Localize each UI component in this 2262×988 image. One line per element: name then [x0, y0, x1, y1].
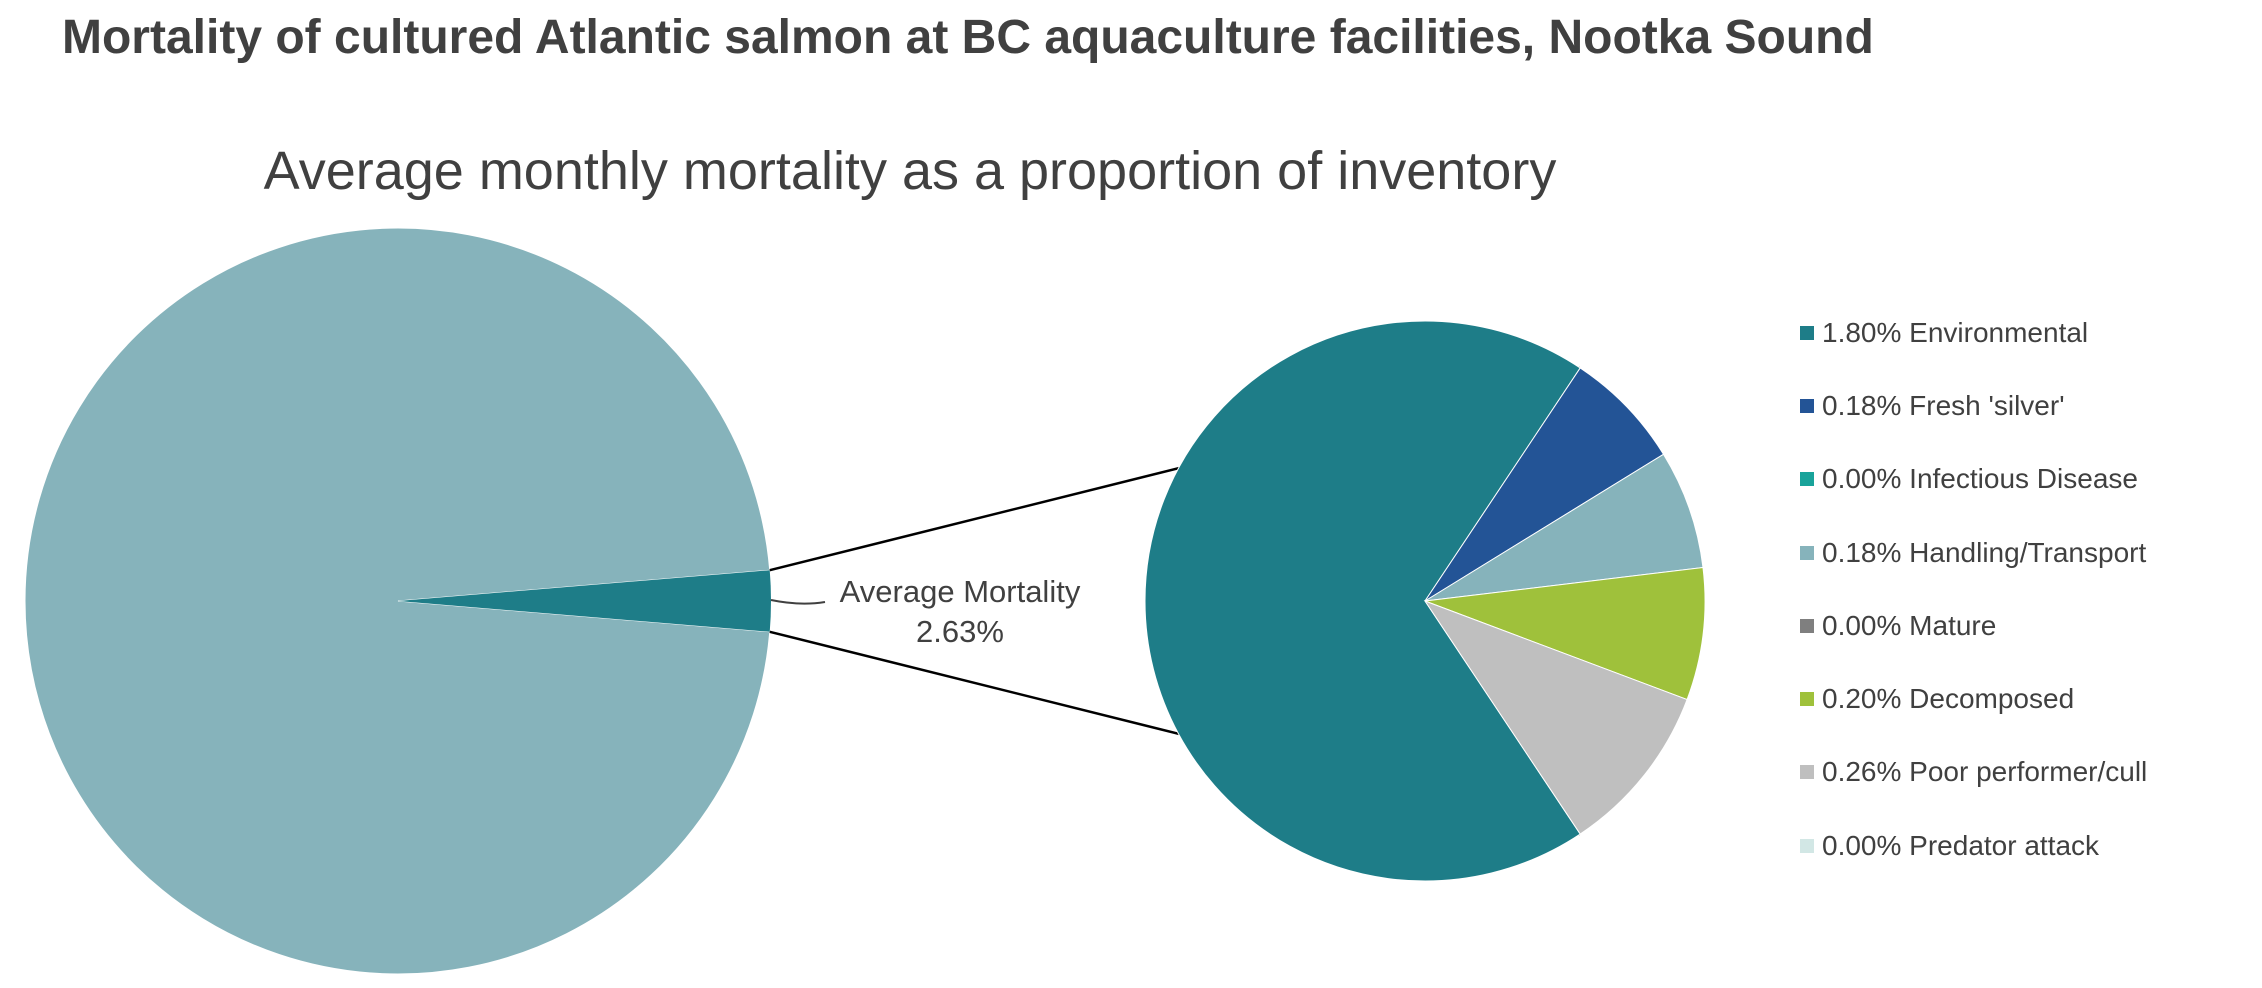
legend-label: 0.00% Mature — [1822, 609, 1997, 641]
legend-label: 0.20% Decomposed — [1822, 683, 2075, 715]
legend-swatch — [1800, 692, 1814, 707]
legend-swatch — [1800, 545, 1814, 560]
legend-label: 0.18% Handling/Transport — [1822, 536, 2147, 568]
page-title: Mortality of cultured Atlantic salmon at… — [62, 11, 1874, 64]
legend-swatch — [1800, 618, 1814, 633]
legend-swatch — [1800, 838, 1814, 853]
chart-legend: 1.80% Environmental 0.18% Fresh 'silver' 0… — [1800, 296, 2240, 882]
legend-item-environmental: 1.80% Environmental — [1800, 296, 2240, 369]
legend-swatch — [1800, 325, 1814, 340]
legend-label: 0.00% Infectious Disease — [1822, 463, 2138, 495]
legend-item-fresh-silver: 0.18% Fresh 'silver' — [1800, 369, 2240, 442]
primary-pie-slice-average-mortality — [398, 570, 771, 632]
primary-pie — [24, 227, 771, 975]
callout-leader-line — [770, 599, 826, 605]
legend-item-predator-attack: 0.00% Predator attack — [1800, 809, 2240, 882]
secondary-pie-slice-handling-transport — [1424, 453, 1704, 602]
legend-swatch — [1800, 398, 1814, 413]
legend-label: 1.80% Environmental — [1822, 316, 2089, 348]
legend-item-infectious-disease: 0.00% Infectious Disease — [1800, 443, 2240, 516]
secondary-pie-slice-poor-performer-cull — [1423, 599, 1688, 835]
legend-item-handling-transport: 0.18% Handling/Transport — [1800, 516, 2240, 589]
legend-item-mature: 0.00% Mature — [1800, 589, 2240, 662]
callout-line-2: 2.63% — [916, 614, 1004, 649]
primary-pie-slice-remaining — [24, 227, 771, 975]
legend-label: 0.00% Predator attack — [1822, 829, 2100, 861]
legend-swatch — [1800, 472, 1814, 487]
average-mortality-label: Average Mortality 2.63% — [810, 572, 1110, 652]
legend-label: 0.18% Fresh 'silver' — [1822, 389, 2065, 421]
legend-item-poor-performer-cull: 0.26% Poor performer/cull — [1800, 736, 2240, 809]
secondary-pie-slice-fresh-silver — [1424, 367, 1665, 602]
legend-item-decomposed: 0.20% Decomposed — [1800, 662, 2240, 735]
callout-line-1: Average Mortality — [839, 574, 1081, 609]
secondary-pie-slice-environmental — [1144, 320, 1581, 882]
legend-label: 0.26% Poor performer/cull — [1822, 756, 2148, 788]
legend-swatch — [1800, 765, 1814, 780]
secondary-pie-slice-decomposed — [1424, 566, 1706, 701]
secondary-pie — [1144, 320, 1706, 882]
chart-subtitle: Average monthly mortality as a proportio… — [263, 141, 1557, 201]
